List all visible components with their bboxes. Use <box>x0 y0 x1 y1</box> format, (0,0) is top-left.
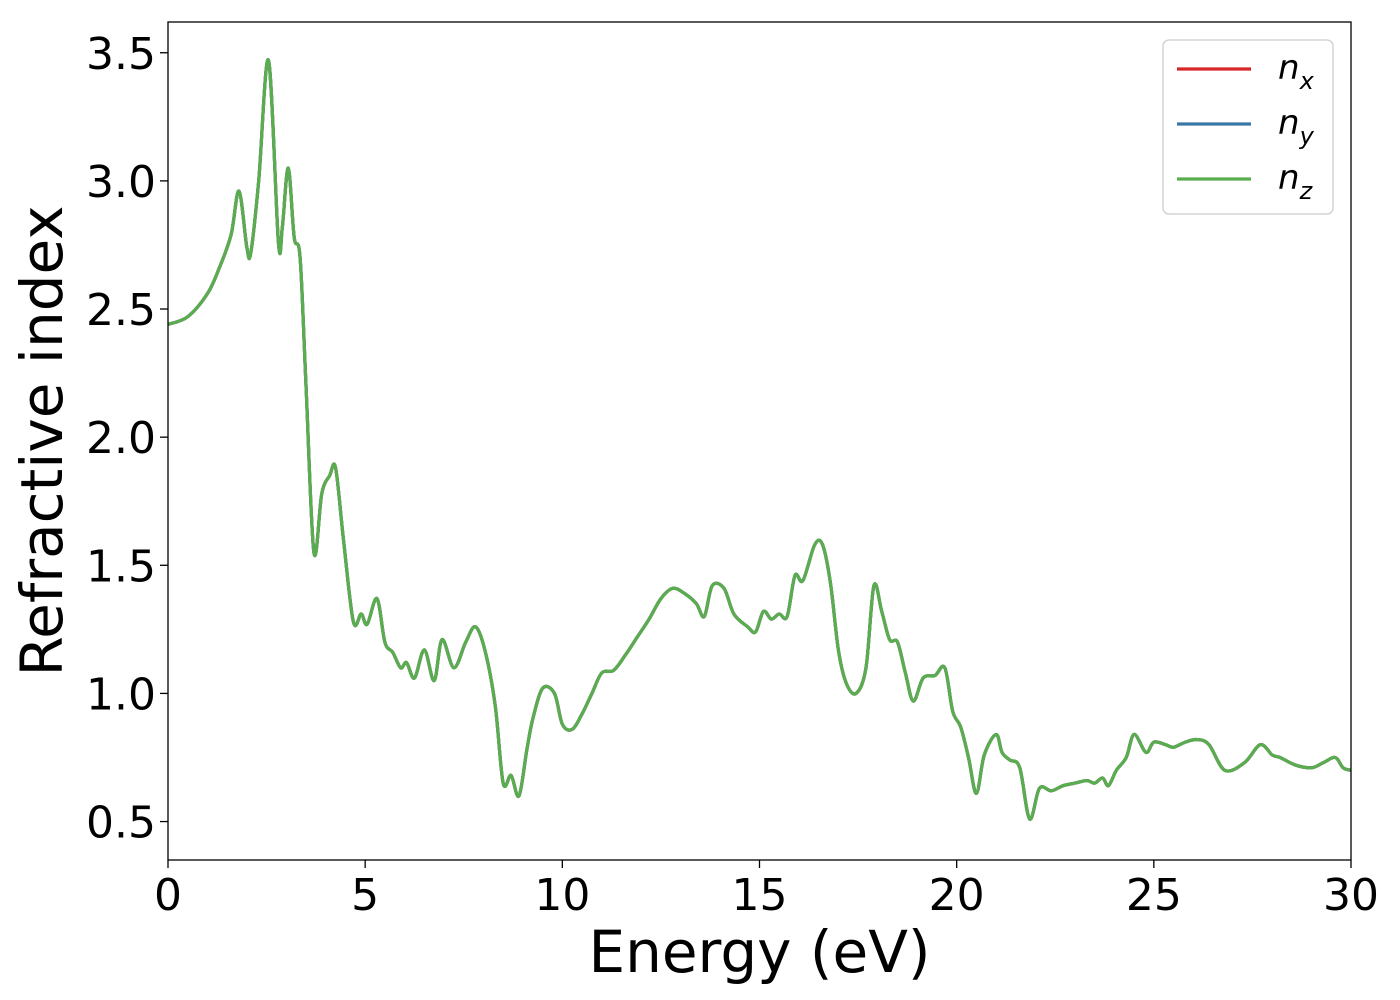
legend-label-ny: ny <box>1278 103 1315 150</box>
y-tick-label: 3.5 <box>86 29 156 80</box>
series-line-nz <box>168 58 1351 821</box>
legend-box <box>1162 39 1334 215</box>
axes-layer: 0 5 10 15 20 25 30 0.5 1.0 1.5 2.0 2.5 3.0 3.5 <box>86 21 1379 921</box>
x-tick-label: 10 <box>534 870 590 921</box>
x-axis-title: Energy (eV) <box>588 918 930 986</box>
y-tick-label: 1.0 <box>86 669 156 720</box>
legend-label-main: n <box>1278 48 1300 88</box>
y-tick-label: 2.0 <box>86 413 156 464</box>
legend-label-main: n <box>1278 103 1300 143</box>
y-axis-title: Refractive index <box>8 205 76 676</box>
y-tick-label: 1.5 <box>86 541 156 592</box>
y-tick-label: 3.0 <box>86 157 156 208</box>
y-tick-label: 2.5 <box>86 285 156 336</box>
legend-label-subscript: z <box>1299 177 1314 205</box>
x-tick-label: 5 <box>351 870 379 921</box>
x-tick-label: 30 <box>1323 870 1379 921</box>
legend-label-nx: nx <box>1278 48 1315 95</box>
legend-label-subscript: x <box>1299 67 1315 95</box>
x-tick-label: 20 <box>929 870 985 921</box>
legend-label-main: n <box>1278 158 1300 198</box>
legend-label-nz: nz <box>1278 158 1314 205</box>
x-tick-label: 15 <box>732 870 788 921</box>
y-tick-label: 0.5 <box>86 798 156 849</box>
x-tick-label: 25 <box>1126 870 1182 921</box>
series-layer <box>168 58 1351 821</box>
legend-label-subscript: y <box>1299 122 1315 150</box>
x-tick-label: 0 <box>154 870 182 921</box>
